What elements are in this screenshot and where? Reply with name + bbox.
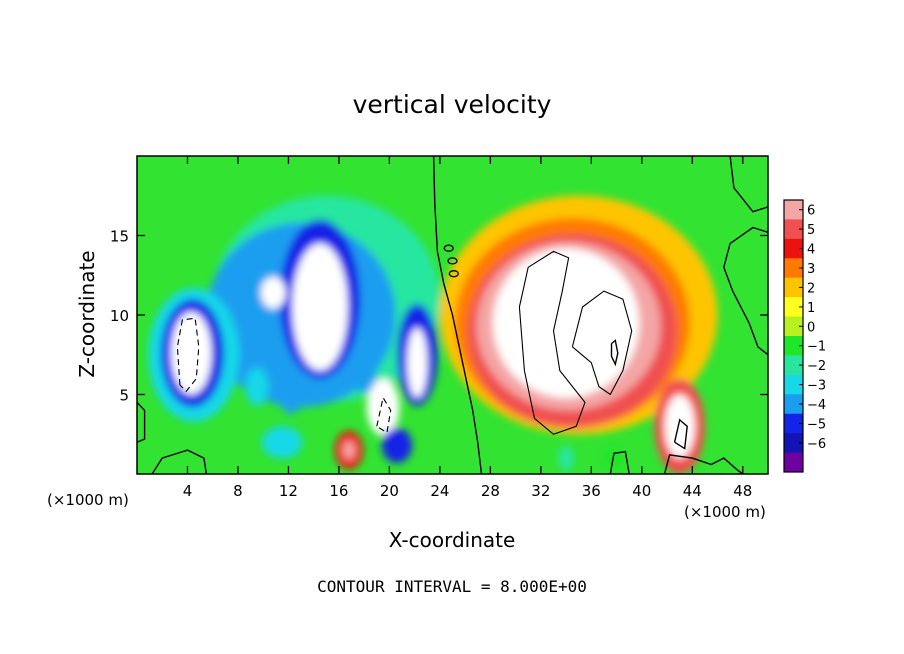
y-tick-label: 5 [119,387,129,405]
x-tick-label: 44 [683,482,702,500]
field-region [492,248,640,398]
y-axis-ticks: 5 10 15 [110,228,768,405]
field-region [260,276,286,309]
colorbar-label: 3 [807,262,815,277]
contour-negative [376,396,392,434]
contour-positive [723,226,768,356]
x-tick-label: 12 [279,482,298,500]
colorbar-label: 6 [807,204,815,219]
contour-positive [432,156,483,474]
colorbar-label: 4 [807,243,815,258]
colorbar-label: 5 [807,223,815,238]
x-tick-label: 16 [329,482,348,500]
contour-positive [571,290,633,396]
velocity-field [148,195,718,474]
colorbar-label: −1 [807,340,826,355]
colorbar-swatch [784,258,803,279]
colorbar-swatch [784,200,803,220]
x-tick-label: 28 [481,482,500,500]
x-unit-left: (×1000 m) [47,491,129,509]
colorbar-swatch [784,374,803,395]
colorbar-swatch [784,219,803,240]
contour-lines [137,156,768,474]
field-region [261,426,303,459]
field-region [171,311,212,395]
x-axis-label: X-coordinate [389,528,516,552]
contour-cell [447,257,458,265]
x-tick-label: 8 [233,482,243,500]
contour-positive [673,418,688,450]
contour-positive [610,339,619,367]
colorbar: 6 5 4 3 2 1 0 −1 −2 −3 −4 −5 −6 [783,199,826,473]
colorbar-swatch [784,336,803,356]
x-tick-label: 4 [183,482,193,500]
x-tick-label: 32 [531,482,550,500]
field-region [381,427,413,463]
field-region [245,367,269,406]
field-region [366,378,400,436]
x-unit-right: (×1000 m) [684,503,766,521]
contour-positive [518,250,586,435]
colorbar-frame [783,199,804,473]
x-tick-label: 36 [582,482,601,500]
field-region [558,445,574,471]
colorbar-label: −5 [807,417,826,432]
colorbar-swatch [784,433,803,453]
contour-positive [151,449,208,474]
colorbar-swatch [784,394,803,415]
x-axis-ticks: 4 8 12 16 20 24 28 32 36 40 44 48 [183,156,752,500]
field-region [342,440,356,460]
field-region [407,327,428,398]
field-region [664,394,695,459]
contour-negative [176,317,200,393]
field-region [278,375,304,414]
field-region [292,243,348,371]
x-tick-label: 24 [430,482,449,500]
contour-positive [663,454,744,474]
chart-title: vertical velocity [353,90,552,119]
colorbar-label: −6 [807,437,826,452]
y-tick-label: 10 [110,307,129,325]
x-tick-label: 48 [733,482,752,500]
x-tick-label: 20 [380,482,399,500]
colorbar-swatch [784,238,803,259]
colorbar-swatch [784,297,803,317]
colorbar-label: 2 [807,281,815,296]
colorbar-swatch [784,355,803,376]
colorbar-swatch [784,452,803,473]
contour-cell [448,270,459,278]
colorbar-swatch [784,316,803,337]
y-axis-label: Z-coordinate [75,250,99,377]
colorbar-label: 0 [807,320,815,335]
contour-cell [443,244,454,252]
contour-positive [729,156,768,213]
contour-positive [609,450,630,474]
colorbar-label: −2 [807,359,826,374]
y-tick-label: 15 [110,228,129,246]
colorbar-swatch [784,277,803,298]
x-tick-label: 40 [632,482,651,500]
colorbar-label: 1 [807,301,815,316]
colorbar-label: −4 [807,398,826,413]
field-region [603,448,625,468]
contour-interval-note: CONTOUR INTERVAL = 8.000E+00 [317,577,587,596]
contour-positive [137,401,146,443]
colorbar-swatch [784,413,803,434]
colorbar-label: −3 [807,379,826,394]
field-region [351,348,377,393]
